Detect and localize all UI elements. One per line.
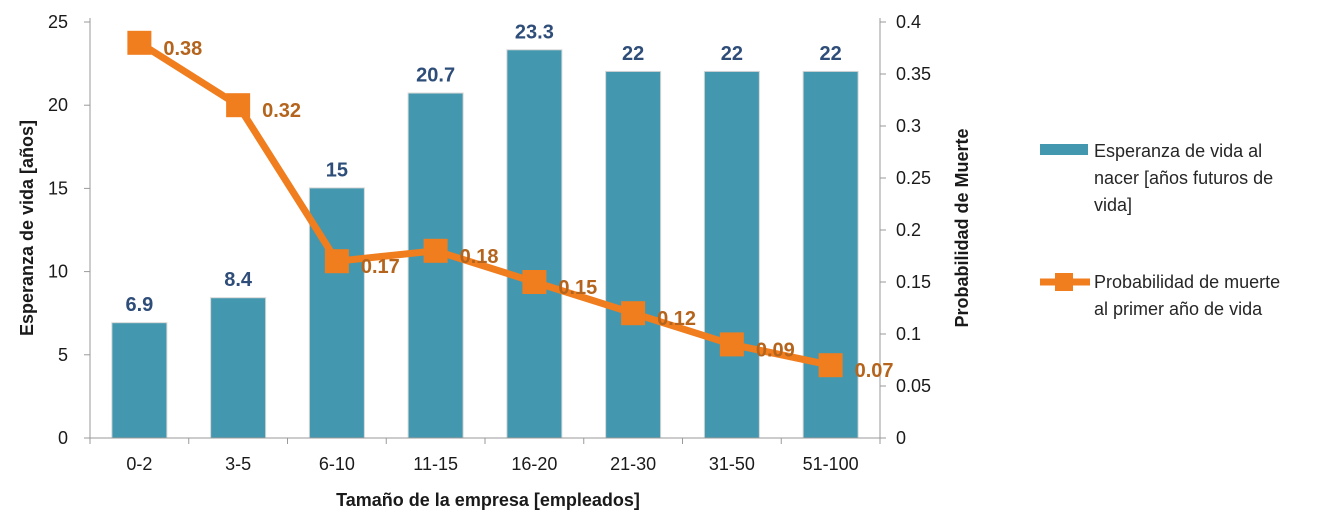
bar-data-label: 20.7 [416,65,455,87]
bar-data-label: 15 [326,159,348,181]
bar-data-label: 8.4 [224,269,253,291]
legend-bar-label-line2: nacer [años futuros de [1094,168,1273,188]
line-marker [818,353,843,378]
bar [704,71,759,439]
y-tick-label: 5 [58,345,68,365]
y2-tick-label: 0.25 [896,168,931,188]
y2-tick-label: 0.1 [896,324,921,344]
line-marker [522,270,547,294]
line-data-label: 0.32 [262,100,301,122]
legend-line-label-line2: al primer año de vida [1094,299,1263,319]
legend-bar-label-line1: Esperanza de vida al [1094,141,1262,161]
line-marker [621,301,646,326]
y2-tick-label: 0.4 [896,12,921,32]
legend-line-marker [1055,273,1073,291]
x-axis-title: Tamaño de la empresa [empleados] [336,490,640,510]
line-data-label: 0.17 [361,256,400,278]
y2-tick-label: 0.15 [896,272,931,292]
bar-data-label: 6.9 [125,294,153,316]
line-marker [127,30,152,55]
y2-tick-label: 0.35 [896,64,931,84]
y2-axis-title: Probabilidad de Muerte [952,128,972,327]
line-data-label: 0.09 [756,339,795,361]
y2-tick-label: 0.05 [896,376,931,396]
line-data-label: 0.15 [558,277,597,299]
y2-tick-label: 0.2 [896,220,921,240]
legend-bar-swatch [1040,144,1088,155]
bar-data-label: 23.3 [515,21,554,43]
x-tick-label: 3-5 [225,454,251,474]
legend-bar-label-line3: vida] [1094,195,1132,215]
y-axis-title: Esperanza de vida [años] [17,120,37,336]
x-tick-label: 11-15 [413,454,458,474]
bar [606,71,661,439]
legend: Esperanza de vida al nacer [años futuros… [1040,141,1280,319]
x-tick-label: 6-10 [319,454,355,474]
bar-data-label: 22 [622,43,644,65]
line-data-label: 0.38 [163,38,202,60]
probability-line [137,39,832,369]
bar [408,93,463,438]
legend-line-label-line1: Probabilidad de muerte [1094,272,1280,292]
x-tick-label: 31-50 [709,454,755,474]
line-marker [324,249,349,274]
y-tick-label: 20 [48,95,68,115]
bar [803,71,858,439]
y-tick-label: 0 [58,428,68,448]
bar-data-label: 22 [820,43,842,65]
x-tick-label: 0-2 [126,454,152,474]
x-tick-label: 16-20 [511,454,557,474]
line-data-label: 0.12 [657,308,696,330]
line-marker [226,93,251,118]
legend-item-bar: Esperanza de vida al nacer [años futuros… [1040,141,1273,215]
bar [507,50,562,439]
line-data-label: 0.18 [460,246,499,268]
y-tick-label: 10 [48,262,68,282]
legend-item-line: Probabilidad de muerte al primer año de … [1040,272,1280,319]
bar-data-label: 22 [721,43,743,65]
y2-tick-label: 0.3 [896,116,921,136]
bar [211,298,266,438]
bar [112,323,167,438]
line-marker [423,238,448,263]
y-tick-label: 25 [48,12,68,32]
line-data-label: 0.07 [855,360,894,382]
y2-tick-label: 0 [896,428,906,448]
x-tick-label: 51-100 [803,454,859,474]
line-marker [719,332,744,357]
y-tick-label: 15 [48,178,68,198]
x-tick-label: 21-30 [610,454,656,474]
